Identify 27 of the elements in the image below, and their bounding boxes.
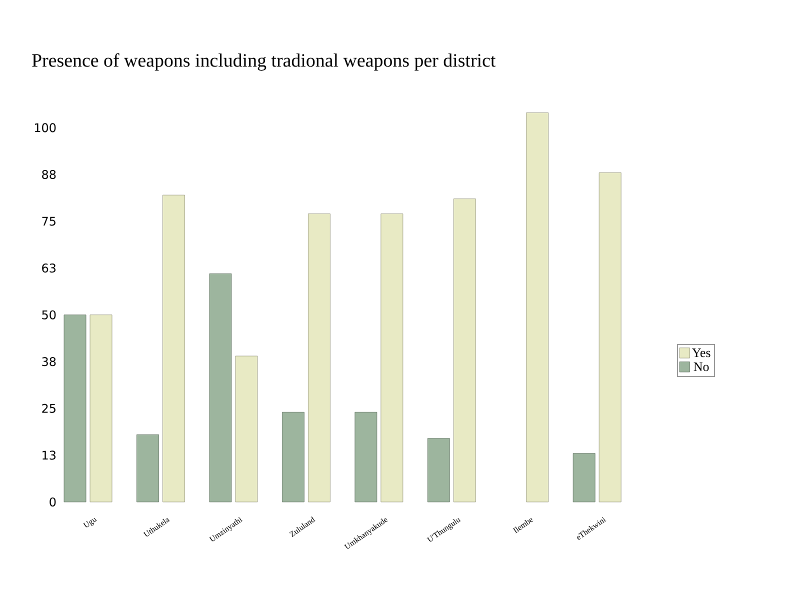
bar — [427, 438, 450, 502]
bar — [235, 356, 258, 502]
bar — [136, 434, 159, 502]
y-tick-label: 50 — [42, 310, 56, 320]
y-tick-label: 0 — [50, 497, 56, 507]
y-tick-label: 13 — [42, 450, 56, 460]
y-tick-label: 25 — [42, 404, 56, 413]
legend-label: No — [694, 362, 709, 372]
bar — [354, 412, 378, 502]
bar — [282, 412, 304, 502]
bar — [209, 273, 232, 502]
bar — [162, 194, 185, 502]
bar — [64, 314, 86, 502]
bar — [380, 214, 404, 502]
bar — [308, 214, 330, 502]
y-tick-label: 88 — [42, 170, 56, 180]
y-tick-label: 100 — [34, 123, 56, 132]
bar — [453, 198, 476, 502]
bar — [90, 314, 112, 502]
y-tick-label: 75 — [42, 216, 56, 226]
bar — [598, 172, 622, 502]
bar — [526, 112, 549, 502]
y-tick-label: 63 — [42, 264, 56, 273]
chart-title: Presence of weapons including tradional weapons per district — [32, 53, 496, 71]
bar — [572, 453, 596, 502]
y-tick-label: 38 — [42, 357, 56, 366]
legend-label: Yes — [692, 348, 710, 358]
